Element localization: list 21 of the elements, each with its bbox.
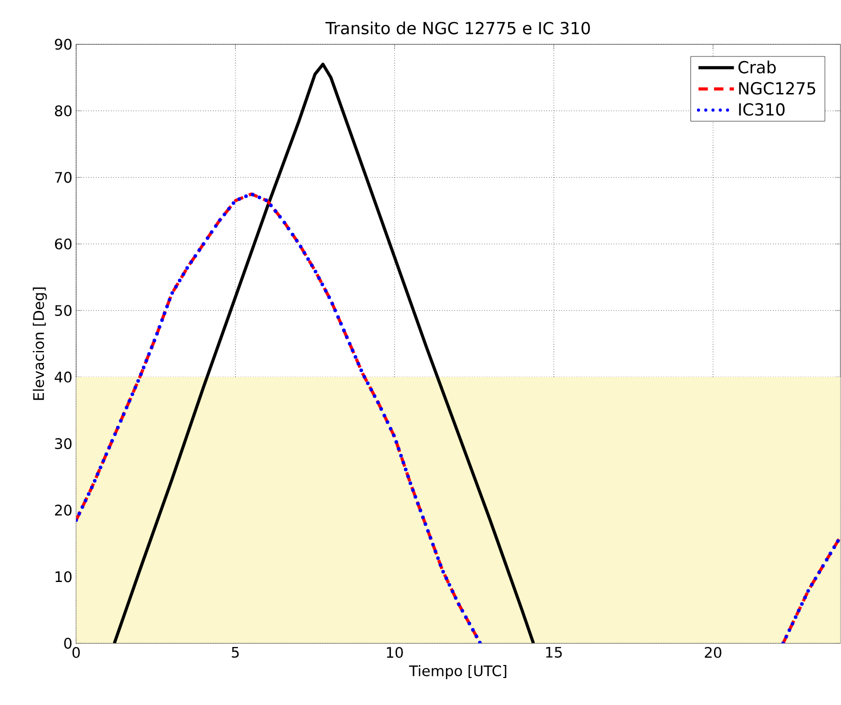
x-axis-title: Tiempo [UTC] xyxy=(409,664,506,679)
y-tick-label: 90 xyxy=(54,38,72,50)
y-tick-label: 20 xyxy=(55,504,72,516)
y-tick-label: 50 xyxy=(55,304,72,316)
y-tick-label: 60 xyxy=(55,238,72,250)
x-tick-label: 10 xyxy=(386,646,403,658)
x-tick-label: 15 xyxy=(546,646,562,658)
y-tick-label: 70 xyxy=(55,172,72,183)
x-tick-label: 20 xyxy=(704,646,722,658)
y-tick-label: 0 xyxy=(64,638,72,649)
y-tick-label: 40 xyxy=(54,371,72,382)
legend-label: IC310 xyxy=(739,103,785,116)
y-axis-title: Elevacion [Deg] xyxy=(32,287,47,400)
y-tick-label: 30 xyxy=(55,438,72,449)
legend-label: Crab xyxy=(738,60,776,74)
y-tick-label: 10 xyxy=(56,571,72,582)
y-tick-label: 80 xyxy=(54,105,72,116)
chart-title: Transito de NGC 12775 e IC 310 xyxy=(325,21,590,34)
legend-label: NGC1275 xyxy=(739,82,816,94)
x-tick-label: 0 xyxy=(72,646,80,658)
x-tick-label: 5 xyxy=(232,646,239,658)
